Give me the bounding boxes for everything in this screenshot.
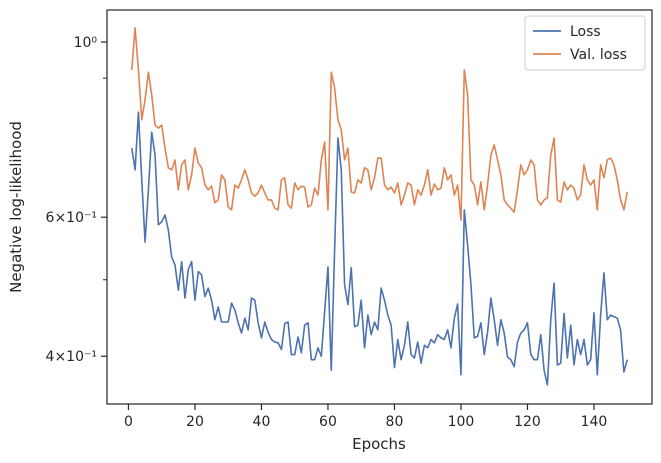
x-tick-label: 140 [581, 414, 608, 430]
legend-label: Val. loss [570, 47, 627, 63]
x-tick-label: 120 [514, 414, 541, 430]
legend-label: Loss [570, 24, 601, 40]
y-tick-label: 4×10⁻¹ [46, 349, 97, 365]
y-tick-label: 6×10⁻¹ [46, 210, 97, 226]
line-series [130, 111, 629, 386]
y-tick-label: 10⁰ [74, 35, 98, 51]
x-tick-label: 80 [386, 414, 404, 430]
x-axis-label: Epochs [352, 435, 406, 453]
x-tick-label: 60 [319, 414, 337, 430]
x-tick-label: 0 [124, 414, 133, 430]
x-tick-label: 20 [186, 414, 204, 430]
line-series [130, 27, 629, 221]
x-tick-label: 40 [253, 414, 271, 430]
plot-frame [106, 9, 653, 405]
y-axis-label: Negative log-likelihood [7, 121, 25, 293]
legend-box [524, 15, 646, 71]
x-tick-label: 100 [448, 414, 475, 430]
